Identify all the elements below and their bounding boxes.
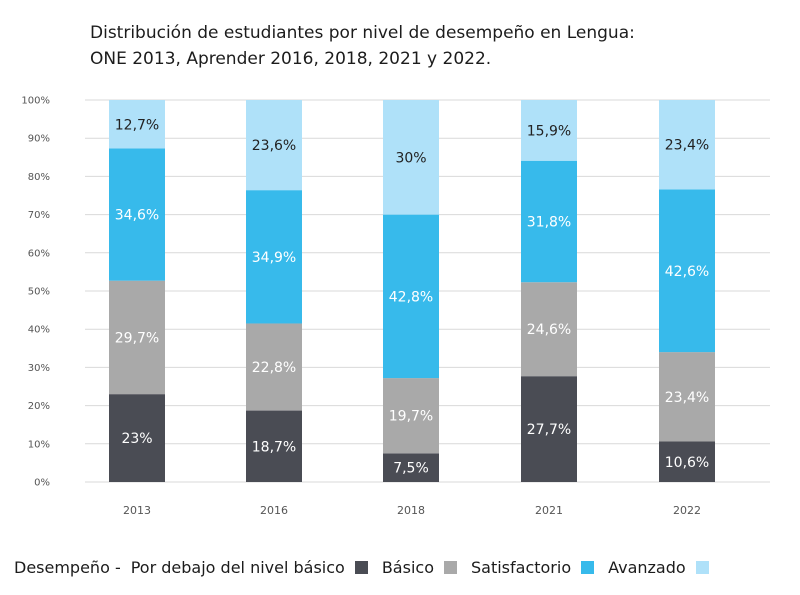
bar-segment (109, 394, 165, 482)
data-label: 18,7% (252, 439, 296, 455)
bar-segment (383, 100, 439, 215)
data-label: 22,8% (252, 360, 296, 376)
x-tick-label: 2013 (123, 504, 151, 517)
bars: 23% 29,7% 34,6% 12,7% 18,7% 22,8% 34,9% 23,6% 7,… (109, 100, 715, 482)
bar-segment (246, 100, 302, 191)
bar-segment (383, 214, 439, 379)
legend-label-below-basic: Por debajo del nivel básico (130, 557, 345, 577)
bar-segment (659, 189, 715, 353)
bar-segment (246, 323, 302, 411)
legend-swatch-advanced (695, 560, 709, 574)
bar-segment (521, 282, 577, 377)
data-label: 12,7% (115, 117, 159, 133)
y-tick-label: 60% (28, 248, 50, 259)
y-tick-label: 100% (21, 96, 50, 107)
x-tick-label: 2016 (260, 504, 288, 517)
chart-title: Distribución de estudiantes por nivel de… (90, 20, 730, 72)
data-label: 34,9% (252, 250, 296, 266)
bar-segment (521, 100, 577, 161)
data-label: 23,6% (252, 138, 296, 154)
bar-segment (246, 190, 302, 324)
data-label: 42,6% (665, 264, 709, 280)
y-tick-label: 50% (28, 287, 50, 298)
x-tick-label: 2021 (535, 504, 563, 517)
bar-segment (659, 100, 715, 190)
legend-title: Desempeño - (14, 557, 121, 577)
y-tick-label: 30% (28, 363, 50, 374)
chart-title-line-1: Distribución de estudiantes por nivel de… (90, 23, 635, 43)
data-label: 42,8% (389, 289, 433, 305)
y-tick-label: 90% (28, 134, 50, 145)
bar-segment (246, 410, 302, 482)
x-axis: 2013 2016 2018 2021 2022 (123, 504, 701, 517)
legend-swatch-satisfactory (581, 560, 595, 574)
bar-segment (383, 378, 439, 454)
data-label: 30% (395, 150, 426, 166)
bar-segment (659, 441, 715, 482)
bar-segment (109, 280, 165, 395)
y-tick-label: 20% (28, 401, 50, 412)
x-tick-label: 2018 (397, 504, 425, 517)
stacked-bar-chart: 0% 10% 20% 30% 40% 50% 60% 70% 80% 90% 100% 23% 29,… (21, 96, 770, 517)
data-label: 15,9% (527, 123, 571, 139)
data-label: 27,7% (527, 422, 571, 438)
data-label: 23,4% (665, 390, 709, 406)
legend-swatch-below-basic (354, 560, 368, 574)
bar-segment (109, 100, 165, 149)
x-tick-label: 2022 (673, 504, 701, 517)
y-tick-label: 0% (34, 478, 50, 489)
y-tick-label: 10% (28, 439, 50, 450)
bar-segment (521, 160, 577, 283)
data-label: 19,7% (389, 409, 433, 425)
data-label: 23% (121, 431, 152, 447)
data-label: 24,6% (527, 322, 571, 338)
legend-swatch-basic (443, 560, 457, 574)
y-tick-label: 40% (28, 325, 50, 336)
legend-label-advanced: Avanzado (608, 557, 686, 577)
data-label: 10,6% (665, 455, 709, 471)
bar-segment (521, 376, 577, 482)
data-label: 34,6% (115, 208, 159, 224)
legend-label-basic: Básico (381, 557, 434, 577)
bar-segment (383, 453, 439, 482)
legend: Desempeño - Por debajo del nivel básico … (14, 554, 794, 580)
bar-segment (109, 148, 165, 281)
y-tick-label: 80% (28, 172, 50, 183)
data-label: 31,8% (527, 214, 571, 230)
data-label: 23,4% (665, 138, 709, 154)
data-label: 29,7% (115, 330, 159, 346)
y-axis: 0% 10% 20% 30% 40% 50% 60% 70% 80% 90% 100% (21, 96, 50, 489)
legend-label-satisfactory: Satisfactorio (470, 557, 572, 577)
chart-title-line-2: ONE 2013, Aprender 2016, 2018, 2021 y 20… (90, 49, 492, 69)
data-label: 7,5% (393, 461, 429, 477)
bar-segment (659, 352, 715, 442)
y-tick-label: 70% (28, 210, 50, 221)
